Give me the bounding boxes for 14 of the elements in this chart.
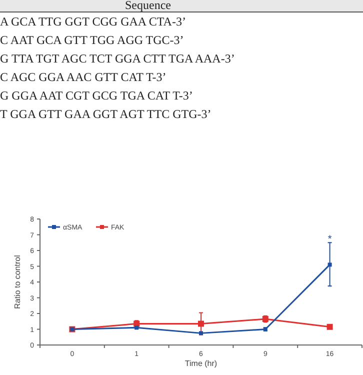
annotation: * bbox=[328, 234, 332, 245]
point bbox=[326, 324, 333, 330]
text: T GGA GTT GAA GGT AGT TTC GTG-3’ bbox=[0, 107, 212, 121]
point bbox=[198, 320, 204, 327]
text: C AGC GGA AAC GTT CAT T-3’ bbox=[0, 70, 166, 84]
x-axis-title: Time (hr) bbox=[184, 359, 218, 368]
text: G GGA AAT CGT GCG TGA CAT T-3’ bbox=[0, 88, 193, 102]
y-axis-title: Ratio to control bbox=[13, 254, 22, 309]
text: A GCA TTG GGT CGG GAA CTA-3’ bbox=[0, 14, 186, 28]
point bbox=[199, 331, 203, 336]
text: C AAT GCA GTT TGG AGG TGC-3’ bbox=[0, 33, 184, 47]
point bbox=[328, 262, 332, 267]
text: Sequence bbox=[125, 0, 171, 12]
text: G TTA TGT AGC TCT GGA CTT TGA AAA-3’ bbox=[0, 52, 235, 66]
